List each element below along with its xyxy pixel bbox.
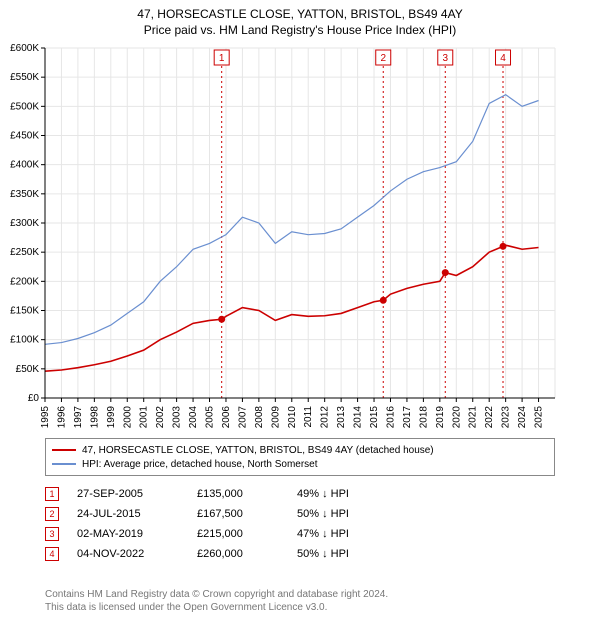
y-tick-label: £200K — [10, 276, 39, 287]
x-tick-label: 2025 — [534, 406, 545, 429]
legend-swatch — [52, 463, 76, 465]
x-tick-label: 2002 — [155, 406, 166, 429]
footer-line-1: Contains HM Land Registry data © Crown c… — [45, 588, 388, 601]
x-tick-label: 2010 — [287, 406, 298, 429]
x-tick-label: 2004 — [188, 406, 199, 429]
legend-swatch — [52, 449, 76, 451]
x-tick-label: 2006 — [221, 406, 232, 429]
footer-line-2: This data is licensed under the Open Gov… — [45, 601, 388, 614]
x-tick-label: 2000 — [122, 406, 133, 429]
y-tick-label: £150K — [10, 306, 39, 317]
sale-row: 3 02-MAY-2019£215,00047% ↓ HPI — [45, 524, 387, 544]
sale-row: 4 04-NOV-2022£260,00050% ↓ HPI — [45, 544, 387, 564]
sale-date: 02-MAY-2019 — [77, 528, 197, 540]
y-tick-label: £100K — [10, 335, 39, 346]
sale-pct-vs-hpi: 50% ↓ HPI — [297, 548, 387, 560]
sale-marker — [380, 297, 387, 304]
sale-date: 27-SEP-2005 — [77, 488, 197, 500]
x-tick-label: 2016 — [385, 406, 396, 429]
legend-label: 47, HORSECASTLE CLOSE, YATTON, BRISTOL, … — [82, 445, 434, 456]
x-tick-label: 2012 — [320, 406, 331, 429]
legend-box: 47, HORSECASTLE CLOSE, YATTON, BRISTOL, … — [45, 438, 555, 476]
x-tick-label: 2022 — [484, 406, 495, 429]
x-tick-label: 2013 — [336, 406, 347, 429]
x-tick-label: 2021 — [468, 406, 479, 429]
legend-item: 47, HORSECASTLE CLOSE, YATTON, BRISTOL, … — [52, 443, 548, 457]
x-tick-label: 2007 — [237, 406, 248, 429]
x-tick-label: 1998 — [89, 406, 100, 429]
y-tick-label: £350K — [10, 189, 39, 200]
sale-price: £215,000 — [197, 528, 297, 540]
sale-row-marker: 2 — [45, 507, 59, 521]
flag-num-3: 3 — [442, 53, 448, 64]
y-tick-label: £450K — [10, 131, 39, 142]
sale-row-marker: 4 — [45, 547, 59, 561]
x-tick-label: 1997 — [73, 406, 84, 429]
x-tick-label: 2017 — [402, 406, 413, 429]
x-tick-label: 2019 — [435, 406, 446, 429]
y-tick-label: £0 — [28, 393, 40, 404]
sale-date: 04-NOV-2022 — [77, 548, 197, 560]
sale-date: 24-JUL-2015 — [77, 508, 197, 520]
x-tick-label: 2023 — [501, 406, 512, 429]
x-tick-label: 1995 — [40, 406, 51, 429]
x-tick-label: 2009 — [270, 406, 281, 429]
legend-item: HPI: Average price, detached house, Nort… — [52, 457, 548, 471]
x-tick-label: 2018 — [418, 406, 429, 429]
flag-num-1: 1 — [219, 53, 225, 64]
footer-attribution: Contains HM Land Registry data © Crown c… — [45, 588, 388, 614]
y-tick-label: £600K — [10, 43, 39, 54]
sale-price: £167,500 — [197, 508, 297, 520]
y-tick-label: £550K — [10, 72, 39, 83]
x-tick-label: 2011 — [303, 406, 314, 428]
y-tick-label: £300K — [10, 218, 39, 229]
x-tick-label: 2003 — [172, 406, 183, 429]
x-tick-label: 2014 — [353, 406, 364, 429]
x-tick-label: 2024 — [517, 406, 528, 429]
sale-pct-vs-hpi: 49% ↓ HPI — [297, 488, 387, 500]
y-tick-label: £500K — [10, 101, 39, 112]
flag-num-2: 2 — [380, 53, 386, 64]
sale-row-marker: 3 — [45, 527, 59, 541]
x-tick-label: 2005 — [205, 406, 216, 429]
y-tick-label: £400K — [10, 160, 39, 171]
sale-row-marker: 1 — [45, 487, 59, 501]
sale-price: £135,000 — [197, 488, 297, 500]
sale-marker — [218, 316, 225, 323]
sale-marker — [500, 243, 507, 250]
sale-pct-vs-hpi: 47% ↓ HPI — [297, 528, 387, 540]
sale-marker — [442, 269, 449, 276]
x-tick-label: 2001 — [139, 406, 150, 429]
x-tick-label: 2008 — [254, 406, 265, 429]
x-tick-label: 2015 — [369, 406, 380, 429]
x-tick-label: 2020 — [451, 406, 462, 429]
x-tick-label: 1996 — [56, 406, 67, 429]
flag-num-4: 4 — [500, 53, 506, 64]
sale-row: 2 24-JUL-2015£167,50050% ↓ HPI — [45, 504, 387, 524]
sale-pct-vs-hpi: 50% ↓ HPI — [297, 508, 387, 520]
y-tick-label: £250K — [10, 247, 39, 258]
price-chart: £0 £50K £100K £150K £200K £250K £300K £350K £400… — [0, 0, 600, 438]
x-tick-label: 1999 — [106, 406, 117, 429]
legend-label: HPI: Average price, detached house, Nort… — [82, 459, 318, 470]
sale-row: 1 27-SEP-2005£135,00049% ↓ HPI — [45, 484, 387, 504]
sale-price: £260,000 — [197, 548, 297, 560]
y-tick-label: £50K — [16, 364, 40, 375]
sales-table: 1 27-SEP-2005£135,00049% ↓ HPI 2 24-JUL-201… — [45, 484, 387, 564]
